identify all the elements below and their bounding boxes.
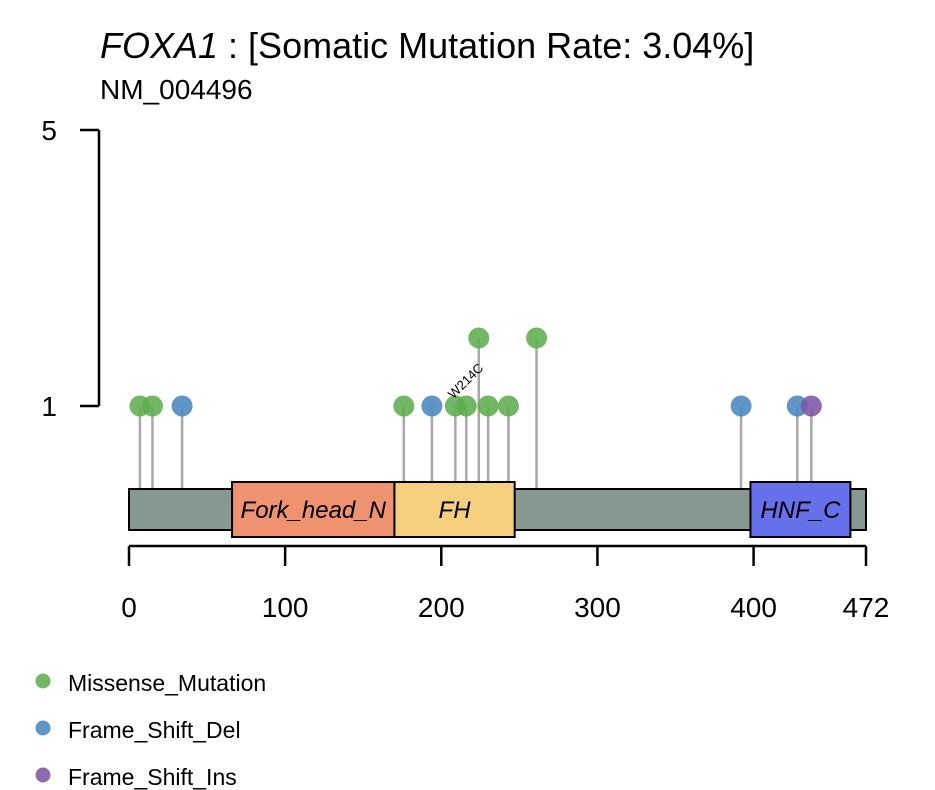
domain-fh xyxy=(393,481,516,538)
legend: Missense_Mutation Frame_Shift_Del Frame_Sh… xyxy=(35,670,266,790)
x-tick-label: 0 xyxy=(121,592,137,623)
legend-marker xyxy=(35,767,51,783)
legend-label: Frame_Shift_Ins xyxy=(68,764,237,790)
legend-marker xyxy=(35,720,51,736)
lollipop-head xyxy=(730,395,752,417)
protein-track: Fork_head_N FH HNF_C xyxy=(128,481,867,538)
domain-hnf-c xyxy=(749,481,852,538)
chart-subtitle: NM_004496 xyxy=(100,74,253,105)
y-tick-label: 5 xyxy=(41,115,57,146)
x-tick-label: 472 xyxy=(843,592,890,623)
lollipop-head xyxy=(497,395,519,417)
domain-label: HNF_C xyxy=(760,497,841,524)
x-tick-label: 100 xyxy=(262,592,309,623)
x-tick-label: 200 xyxy=(418,592,465,623)
lollipop-head xyxy=(468,327,490,349)
lollipop-head xyxy=(393,395,415,417)
legend-marker xyxy=(35,673,51,689)
lollipop-stems xyxy=(138,338,813,489)
domain-label: FH xyxy=(439,497,472,524)
y-tick-label: 1 xyxy=(41,391,57,422)
chart-title: FOXA1 : [Somatic Mutation Rate: 3.04%] xyxy=(100,25,754,66)
mutation-label: W214C xyxy=(445,360,486,401)
legend-label: Missense_Mutation xyxy=(68,670,266,696)
lollipop-heads xyxy=(129,327,822,417)
lollipop-head xyxy=(477,395,499,417)
x-tick-label: 300 xyxy=(574,592,621,623)
lollipop-head xyxy=(171,395,193,417)
lollipop-head xyxy=(455,395,477,417)
x-tick-label: 400 xyxy=(730,592,777,623)
lollipop-head xyxy=(526,327,548,349)
y-axis: 15 xyxy=(41,115,101,422)
lollipop-head xyxy=(141,395,163,417)
lollipop-head xyxy=(421,395,443,417)
lollipop-head xyxy=(800,395,822,417)
domain-label: Fork_head_N xyxy=(241,497,387,524)
legend-label: Frame_Shift_Del xyxy=(68,717,241,743)
mutation-labels: W214C xyxy=(445,360,486,401)
chart-title-gene: FOXA1 xyxy=(100,25,218,66)
chart-title-rest: : [Somatic Mutation Rate: 3.04%] xyxy=(218,25,754,66)
x-axis: 0 100 200 300 400 472 xyxy=(121,544,890,623)
